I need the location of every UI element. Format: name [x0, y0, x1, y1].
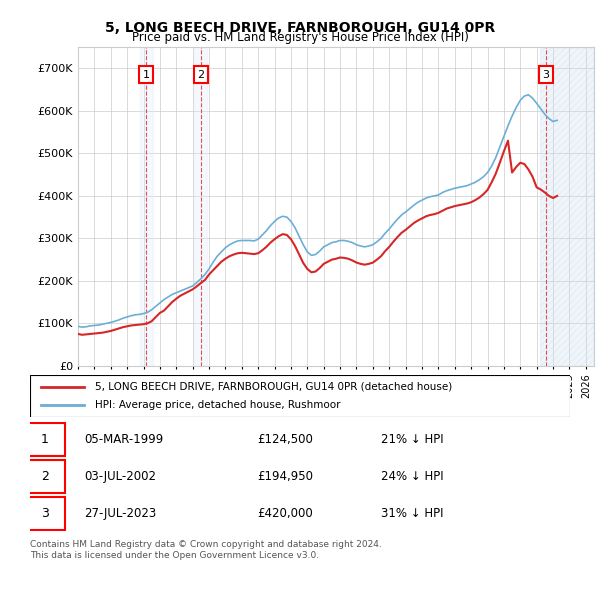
- Text: 24% ↓ HPI: 24% ↓ HPI: [381, 470, 443, 483]
- Text: £420,000: £420,000: [257, 507, 313, 520]
- FancyBboxPatch shape: [25, 497, 65, 530]
- Text: 31% ↓ HPI: 31% ↓ HPI: [381, 507, 443, 520]
- Text: £194,950: £194,950: [257, 470, 313, 483]
- Text: 3: 3: [542, 70, 550, 80]
- Text: 5, LONG BEECH DRIVE, FARNBOROUGH, GU14 0PR (detached house): 5, LONG BEECH DRIVE, FARNBOROUGH, GU14 0…: [95, 382, 452, 392]
- FancyBboxPatch shape: [30, 375, 570, 417]
- Bar: [194, 47, 208, 366]
- Text: HPI: Average price, detached house, Rushmoor: HPI: Average price, detached house, Rush…: [95, 400, 340, 410]
- Text: 1: 1: [41, 433, 49, 446]
- Text: 27-JUL-2023: 27-JUL-2023: [84, 507, 156, 520]
- Text: Contains HM Land Registry data © Crown copyright and database right 2024.: Contains HM Land Registry data © Crown c…: [30, 540, 382, 549]
- Text: 1: 1: [143, 70, 150, 80]
- Text: 03-JUL-2002: 03-JUL-2002: [84, 470, 156, 483]
- FancyBboxPatch shape: [25, 460, 65, 493]
- Text: 3: 3: [41, 507, 49, 520]
- Text: £124,500: £124,500: [257, 433, 313, 446]
- Bar: [140, 47, 154, 366]
- Text: 05-MAR-1999: 05-MAR-1999: [84, 433, 163, 446]
- Text: 21% ↓ HPI: 21% ↓ HPI: [381, 433, 443, 446]
- Bar: [540, 47, 594, 366]
- Text: This data is licensed under the Open Government Licence v3.0.: This data is licensed under the Open Gov…: [30, 552, 319, 560]
- Text: 2: 2: [41, 470, 49, 483]
- Text: 5, LONG BEECH DRIVE, FARNBOROUGH, GU14 0PR: 5, LONG BEECH DRIVE, FARNBOROUGH, GU14 0…: [105, 21, 495, 35]
- FancyBboxPatch shape: [25, 423, 65, 455]
- Text: 2: 2: [197, 70, 205, 80]
- Text: Price paid vs. HM Land Registry's House Price Index (HPI): Price paid vs. HM Land Registry's House …: [131, 31, 469, 44]
